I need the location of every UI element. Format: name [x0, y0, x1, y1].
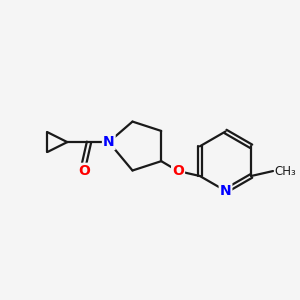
Text: O: O — [78, 164, 90, 178]
Text: N: N — [103, 135, 115, 149]
Text: CH₃: CH₃ — [274, 164, 296, 178]
Text: N: N — [220, 184, 231, 198]
Text: O: O — [172, 164, 184, 178]
